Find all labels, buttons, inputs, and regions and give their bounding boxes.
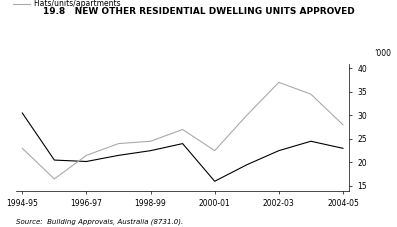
Semi-detached, row or terrace houses, townhouses, etc.	[245, 163, 249, 166]
Flats/units/apartments	[341, 123, 345, 126]
Flats/units/apartments	[52, 178, 57, 180]
Semi-detached, row or terrace houses, townhouses, etc.	[212, 180, 217, 183]
Semi-detached, row or terrace houses, townhouses, etc.	[116, 154, 121, 157]
Text: 19.8   NEW OTHER RESIDENTIAL DWELLING UNITS APPROVED: 19.8 NEW OTHER RESIDENTIAL DWELLING UNIT…	[42, 7, 355, 16]
Semi-detached, row or terrace houses, townhouses, etc.	[148, 149, 153, 152]
Semi-detached, row or terrace houses, townhouses, etc.	[180, 142, 185, 145]
Semi-detached, row or terrace houses, townhouses, etc.	[84, 160, 89, 163]
Flats/units/apartments	[245, 114, 249, 117]
Semi-detached, row or terrace houses, townhouses, etc.	[20, 112, 25, 114]
Text: Source:  Building Approvals, Australia (8731.0).: Source: Building Approvals, Australia (8…	[16, 218, 183, 225]
Flats/units/apartments	[84, 154, 89, 157]
Semi-detached, row or terrace houses, townhouses, etc.	[341, 147, 345, 150]
Semi-detached, row or terrace houses, townhouses, etc.	[52, 159, 57, 161]
Flats/units/apartments	[148, 140, 153, 143]
Line: Semi-detached, row or terrace houses, townhouses, etc.: Semi-detached, row or terrace houses, to…	[22, 113, 343, 181]
Flats/units/apartments	[276, 81, 281, 84]
Flats/units/apartments	[116, 142, 121, 145]
Legend: Semi-detached, row or terrace houses, townhouses, etc., Flats/units/apartments: Semi-detached, row or terrace houses, to…	[13, 0, 249, 8]
Flats/units/apartments	[180, 128, 185, 131]
Text: ’000: ’000	[374, 49, 391, 58]
Flats/units/apartments	[308, 93, 313, 96]
Flats/units/apartments	[20, 147, 25, 150]
Semi-detached, row or terrace houses, townhouses, etc.	[276, 149, 281, 152]
Line: Flats/units/apartments: Flats/units/apartments	[22, 82, 343, 179]
Semi-detached, row or terrace houses, townhouses, etc.	[308, 140, 313, 143]
Flats/units/apartments	[212, 149, 217, 152]
